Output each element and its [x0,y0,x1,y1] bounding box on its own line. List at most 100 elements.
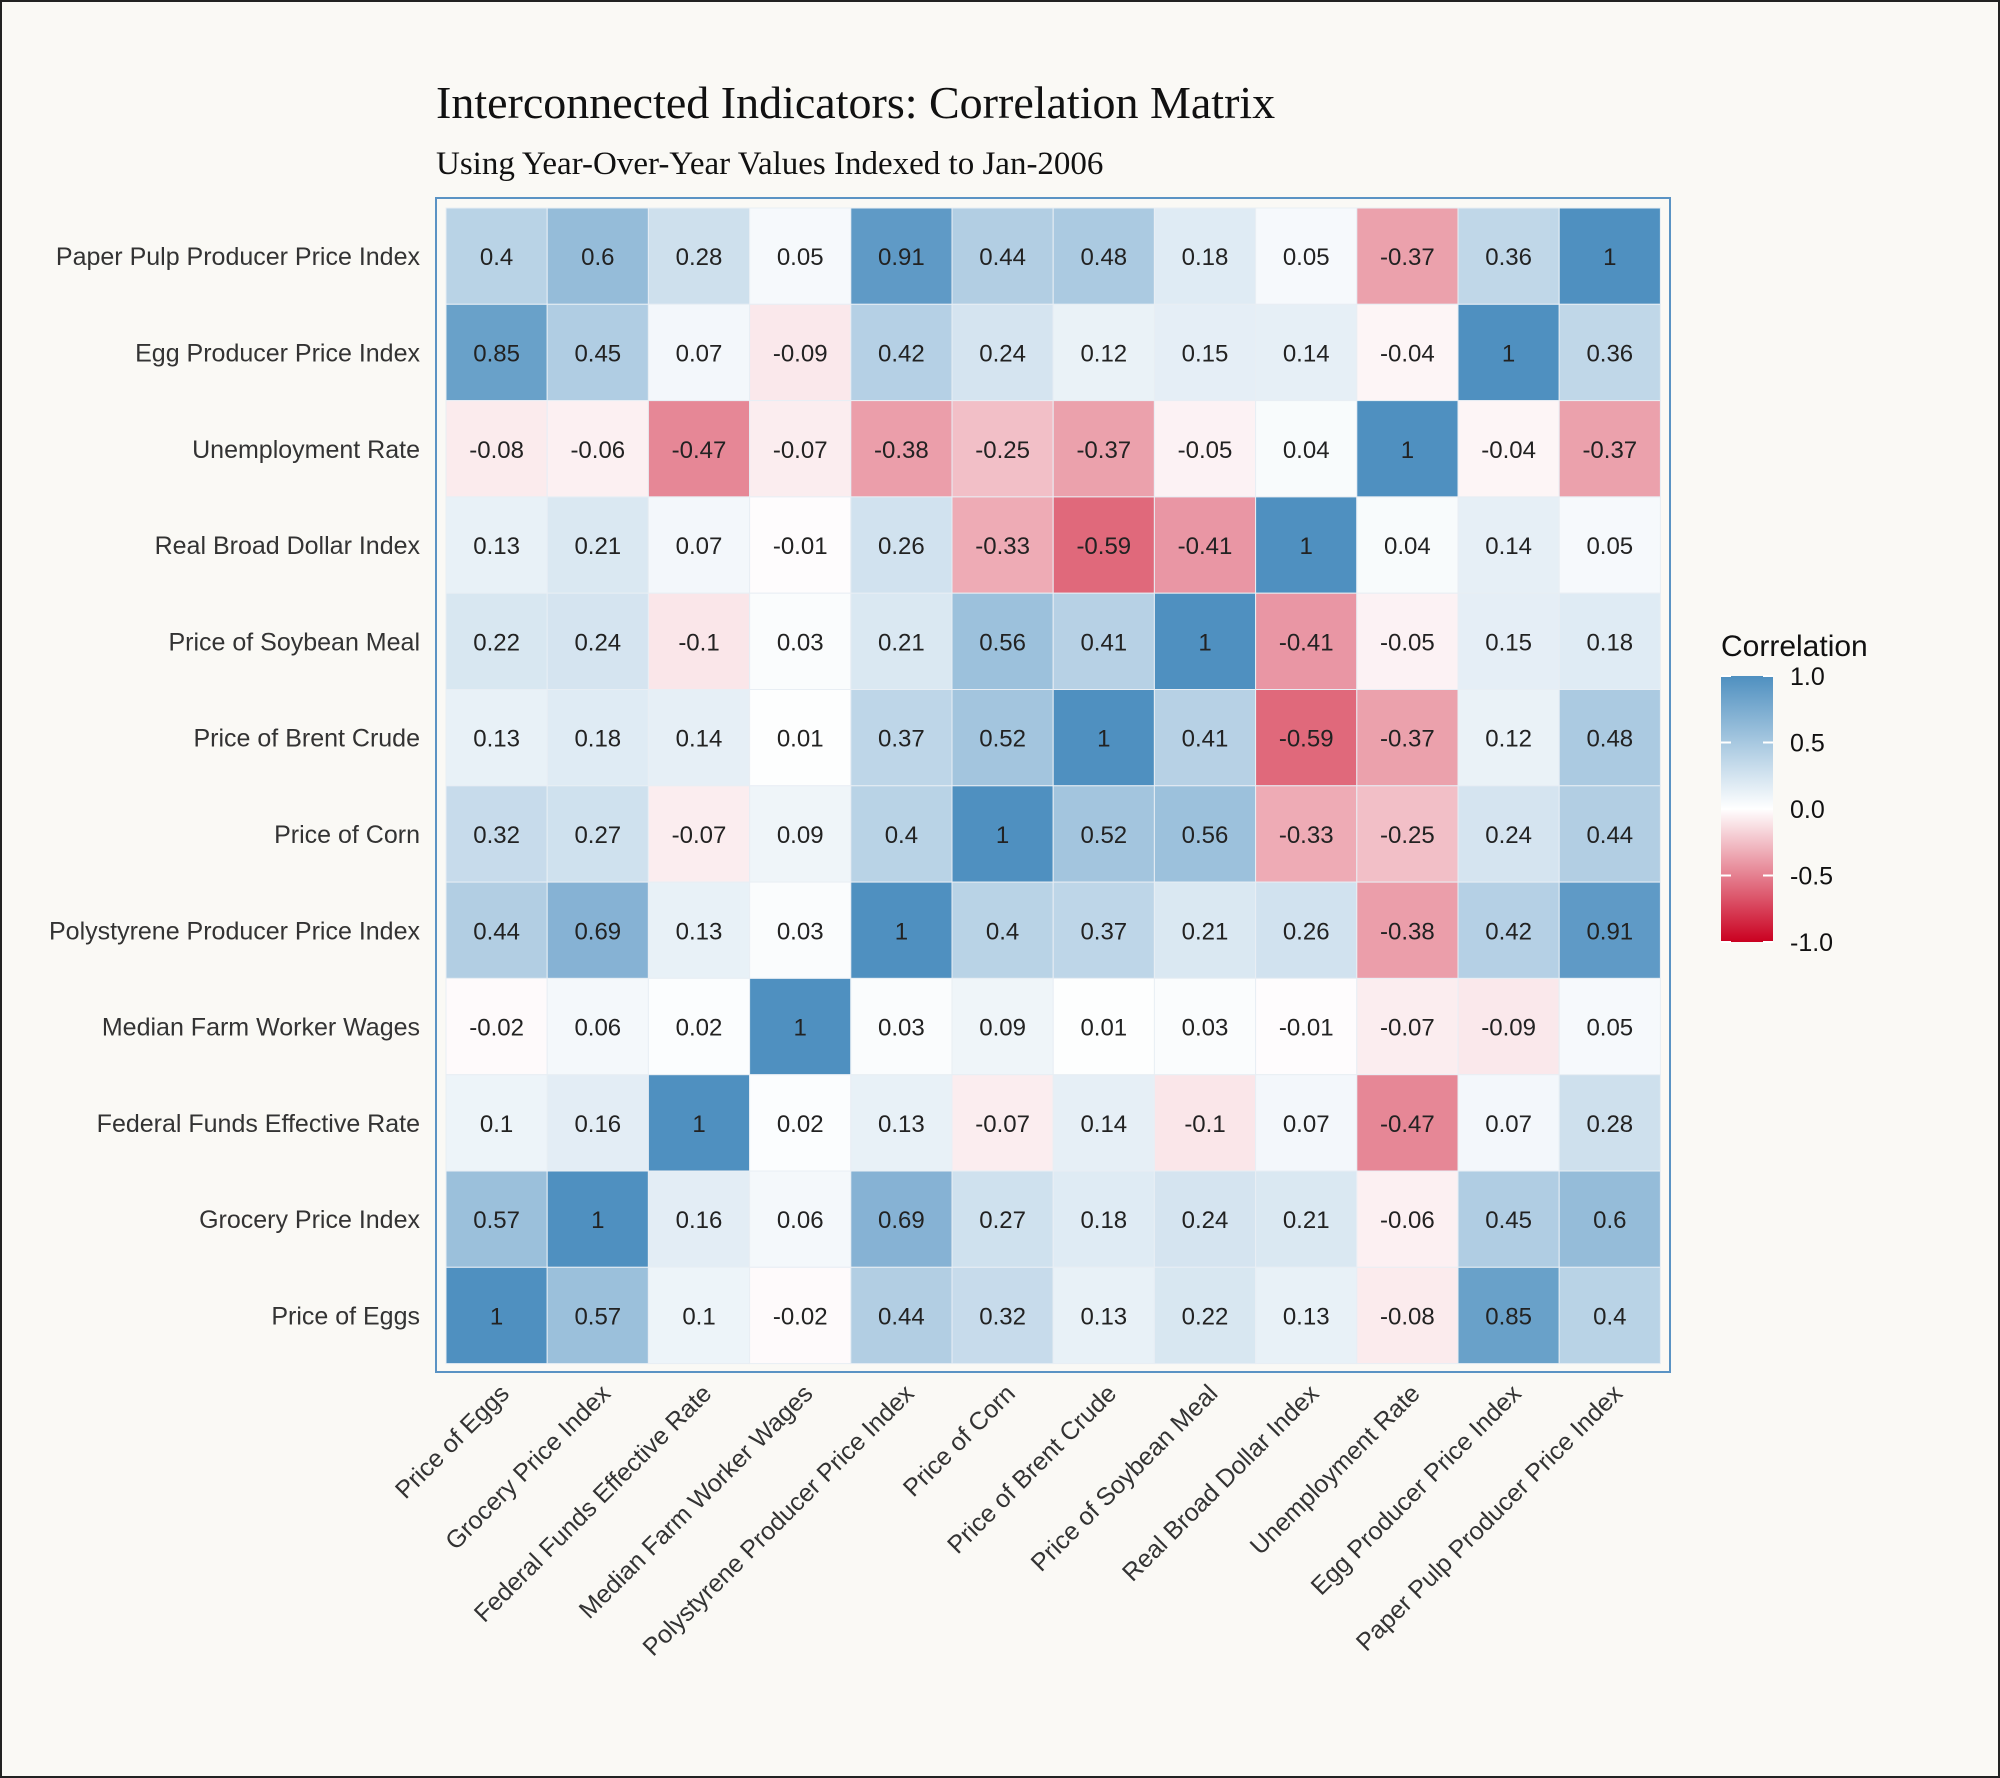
cell-value-label: 0.02 [676,1015,723,1042]
cell-value-label: 1 [591,1207,604,1234]
heatmap-cell [1255,785,1358,883]
cell-value-label: -0.06 [1380,1207,1435,1234]
y-tick-label: Price of Brent Crude [194,725,421,753]
heatmap-cell [445,207,548,305]
legend-title: Correlation [1721,630,1868,663]
heatmap-cell [850,1266,953,1365]
heatmap-cell [1052,1170,1155,1268]
heatmap-cell [850,496,953,594]
heatmap-cell [850,400,953,498]
cell-value-label: 0.52 [1080,822,1127,849]
heatmap-cell [1052,977,1155,1076]
heatmap-cell [850,689,953,787]
cell-value-label: 0.4 [480,244,513,271]
cell-value-label: -0.08 [469,437,524,464]
cell-value-label: 0.32 [979,1304,1026,1331]
cell-value-label: 0.12 [1080,340,1127,367]
cell-value-label: 0.91 [1586,918,1633,945]
cell-value-label: 0.05 [1586,533,1633,560]
cell-value-label: -0.06 [570,437,625,464]
cell-value-label: 1 [490,1304,503,1331]
cell-value-label: 0.42 [1485,918,1532,945]
heatmap-cell [749,977,852,1076]
cell-value-label: 0.01 [777,726,824,753]
cell-value-label: -0.41 [1279,629,1334,656]
heatmap-cell [1457,1074,1560,1172]
heatmap-cell [1052,689,1155,787]
cell-value-label: 0.15 [1485,629,1532,656]
cell-value-label: -0.37 [1380,244,1435,271]
heatmap-cell [1558,1074,1661,1172]
heatmap-cell [445,689,548,787]
heatmap-cell [1255,977,1358,1076]
cell-value-label: 0.18 [1080,1207,1127,1234]
heatmap-cell [951,689,1054,787]
cell-value-label: -0.07 [672,822,727,849]
cell-value-label: 0.1 [682,1304,715,1331]
cell-value-label: -0.07 [1380,1015,1435,1042]
cell-value-label: 0.18 [1182,244,1229,271]
heatmap-cell [1052,592,1155,691]
heatmap-cell [1558,496,1661,594]
cell-value-label: 0.52 [979,726,1026,753]
heatmap-cell [749,1074,852,1172]
heatmap-cell [1153,689,1257,787]
cell-value-label: 0.13 [676,918,723,945]
cell-value-label: -0.02 [469,1015,524,1042]
heatmap-cell [749,689,852,787]
heatmap-cell [445,785,548,883]
cell-value-label: -0.25 [1380,822,1435,849]
cell-value-label: 0.01 [1080,1015,1127,1042]
cell-value-label: 0.16 [574,1111,621,1138]
cell-value-label: 0.21 [878,629,925,656]
heatmap-cell [850,1074,953,1172]
y-tick-label: Polystyrene Producer Price Index [49,917,421,945]
cell-value-label: -0.25 [975,437,1030,464]
heatmap-cell [647,1074,751,1172]
heatmap-cell [1457,785,1560,883]
y-tick-label: Federal Funds Effective Rate [97,1110,420,1138]
heatmap-cell [850,977,953,1076]
x-tick-label: Unemployment Rate [1245,1379,1426,1560]
cell-value-label: 0.09 [777,822,824,849]
legend-tick-label: -1.0 [1790,929,1833,957]
heatmap-cell [1558,303,1661,402]
legend-tick-label: 0.0 [1790,796,1825,824]
cell-value-label: 0.13 [473,726,520,753]
heatmap-cell [951,977,1054,1076]
cell-value-label: 0.45 [1485,1207,1532,1234]
cell-value-label: -0.47 [1380,1111,1435,1138]
y-axis-labels: Paper Pulp Producer Price Index Egg Produ… [49,243,421,1330]
heatmap-cell [1255,1170,1358,1268]
cell-value-label: 0.05 [1283,244,1330,271]
cell-value-label: 0.42 [878,340,925,367]
cell-value-label: 0.28 [676,244,723,271]
heatmap-cells [445,207,1661,1365]
cell-value-label: 0.21 [574,533,621,560]
heatmap-cell [546,1074,649,1172]
cell-value-label: 0.44 [473,918,520,945]
cell-value-label: 0.03 [777,918,824,945]
heatmap-cell [850,592,953,691]
cell-value-label: 1 [692,1111,705,1138]
cell-value-label: 0.41 [1080,629,1127,656]
cell-value-label: -0.01 [1279,1015,1334,1042]
heatmap-cell [1558,1266,1661,1365]
heatmap-cell [1052,207,1155,305]
y-tick-label: Median Farm Worker Wages [102,1014,420,1042]
heatmap-cell [647,977,751,1076]
heatmap-cell [546,207,649,305]
legend: Correlation 1.0 0.5 0.0 -0.5 -1.0 [1721,630,1868,957]
cell-value-label: 0.04 [1384,533,1431,560]
heatmap-cell [1558,881,1661,979]
heatmap-cell [546,1170,649,1268]
heatmap-cell [951,592,1054,691]
heatmap-cell [1356,207,1459,305]
cell-value-label: 0.14 [1485,533,1532,560]
heatmap-cell [749,303,852,402]
heatmap-cell [546,303,649,402]
cell-value-label: 0.69 [878,1207,925,1234]
cell-value-label: 0.85 [1485,1304,1532,1331]
chart-title: Interconnected Indicators: Correlation M… [436,77,1275,128]
cell-value-label: 1 [1198,629,1211,656]
